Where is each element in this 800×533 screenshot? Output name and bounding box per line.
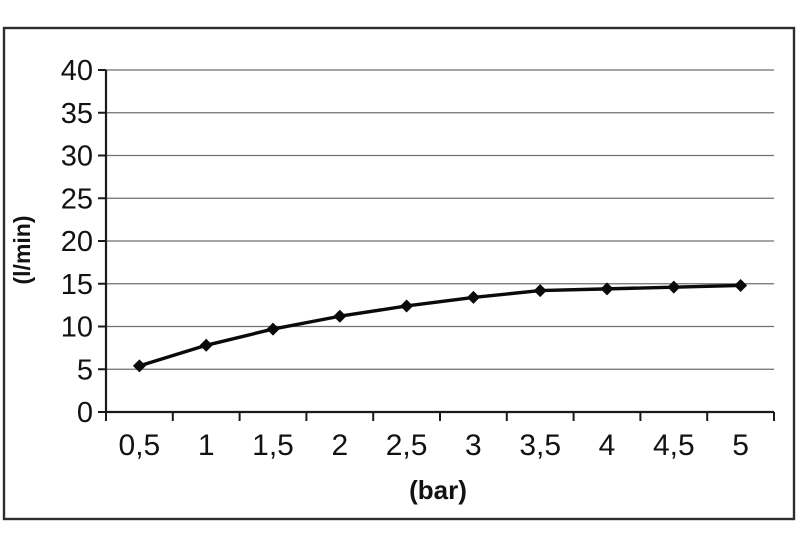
x-tick-label: 0,5 xyxy=(119,429,161,462)
x-tick-label: 1 xyxy=(198,429,215,462)
data-point-marker xyxy=(333,309,347,323)
series-line xyxy=(137,283,743,368)
y-tick-label: 15 xyxy=(61,269,93,301)
x-tick-label: 1,5 xyxy=(252,429,294,462)
x-tick-label: 3,5 xyxy=(519,429,561,462)
y-axis-title: (l/min) xyxy=(9,216,35,285)
x-tick-label: 4,5 xyxy=(653,429,695,462)
axes-group xyxy=(98,69,775,421)
x-tick-label: 3 xyxy=(465,429,482,462)
y-tick-label: 40 xyxy=(61,55,93,87)
data-series-group xyxy=(132,278,748,373)
data-point-marker xyxy=(199,338,213,352)
chart-frame xyxy=(2,26,796,521)
y-tick-label: 25 xyxy=(61,183,93,215)
data-point-marker xyxy=(132,359,146,373)
x-axis-title: (bar) xyxy=(409,475,467,505)
data-point-marker xyxy=(734,278,748,292)
data-point-marker xyxy=(667,280,681,294)
data-point-marker xyxy=(600,282,614,296)
y-tick-label: 30 xyxy=(61,141,93,173)
y-tick-label: 20 xyxy=(61,226,93,258)
data-point-marker xyxy=(266,322,280,336)
y-tick-label: 0 xyxy=(77,397,93,429)
data-point-marker xyxy=(466,290,480,304)
gridlines-group xyxy=(106,69,774,370)
x-tick-label: 2 xyxy=(331,429,348,462)
data-point-marker xyxy=(400,299,414,313)
y-tick-label: 10 xyxy=(61,312,93,344)
y-tick-label: 5 xyxy=(77,354,93,386)
data-point-marker xyxy=(533,284,547,298)
x-tick-label: 4 xyxy=(599,429,616,462)
tick-labels-group: 0 5 10 15 20 25 30 35 40 0,5 1 1,5 2 2,5 3 3,5 4 4,5 5 xyxy=(61,55,749,462)
y-tick-label: 35 xyxy=(61,98,93,130)
x-tick-label: 5 xyxy=(732,429,749,462)
x-tick-label: 2,5 xyxy=(386,429,428,462)
